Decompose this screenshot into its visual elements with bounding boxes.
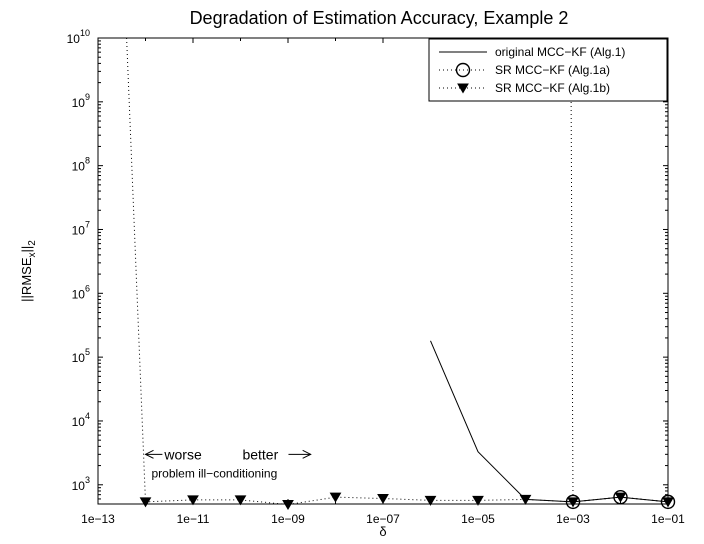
x-axis-label: δ (379, 524, 386, 539)
y-tick-label: 1010 (67, 28, 90, 46)
legend: original MCC−KF (Alg.1) SR MCC−KF (Alg.1a… (428, 38, 668, 102)
plot-frame (97, 37, 669, 505)
series-2 (565, 37, 676, 510)
x-tick-label: 1e−09 (271, 512, 305, 526)
series-3-point (234, 495, 247, 506)
legend-label-3: SR MCC−KF (Alg.1b) (495, 81, 610, 95)
y-tick-label: 106 (72, 283, 90, 301)
y-tick-label: 109 (72, 92, 90, 110)
worse-arrow-head (144, 449, 154, 459)
series-2-point (613, 489, 628, 505)
series-3-point (377, 493, 389, 504)
x-tick-label: 1e−05 (461, 512, 495, 526)
x-tick-label: 1e−01 (651, 512, 685, 526)
x-tick-label: 1e−07 (366, 512, 400, 526)
series-3-point (424, 495, 437, 506)
ticks: 1e−13 1e−11 1e−09 1e−07 1e−05 1e−03 1e−01 103 10… (67, 28, 686, 526)
series-3-point (282, 500, 294, 511)
series-3-point (472, 495, 484, 506)
annotation-layer: worse better problem ill−conditioning (144, 446, 312, 481)
legend-label-2: SR MCC−KF (Alg.1a) (495, 63, 610, 77)
x-tick-label: 1e−13 (81, 512, 115, 526)
y-tick-label: 105 (72, 347, 90, 365)
note-label: problem ill−conditioning (152, 467, 278, 481)
better-arrow-head (302, 449, 312, 459)
y-tick-label: 103 (72, 475, 90, 493)
x-tick-label: 1e−11 (177, 512, 210, 526)
series-3-point (662, 497, 674, 508)
series-3-point (187, 495, 199, 506)
chart-title: Degradation of Estimation Accuracy, Exam… (190, 8, 569, 28)
y-tick-label: 108 (72, 156, 90, 174)
series-3-point (139, 497, 152, 508)
series-3-point (614, 492, 627, 503)
series-2-point (565, 494, 581, 510)
x-tick-label: 1e−03 (556, 512, 590, 526)
series-3 (126, 37, 674, 511)
y-tick-label: 104 (72, 411, 90, 429)
legend-box (428, 38, 668, 102)
series-3-point (329, 492, 342, 503)
better-label: better (242, 446, 278, 462)
series-layer (126, 37, 676, 511)
worse-label: worse (163, 446, 202, 462)
y-axis-label: ||RMSEx||2 (19, 240, 38, 302)
series-3-point (567, 497, 579, 508)
legend-label-1: original MCC−KF (Alg.1) (495, 45, 625, 59)
y-tick-label: 107 (72, 219, 90, 237)
series-2-point (660, 494, 676, 510)
series-3-point (519, 494, 532, 505)
legend-marker-3 (457, 83, 469, 94)
legend-marker-2 (455, 62, 471, 78)
